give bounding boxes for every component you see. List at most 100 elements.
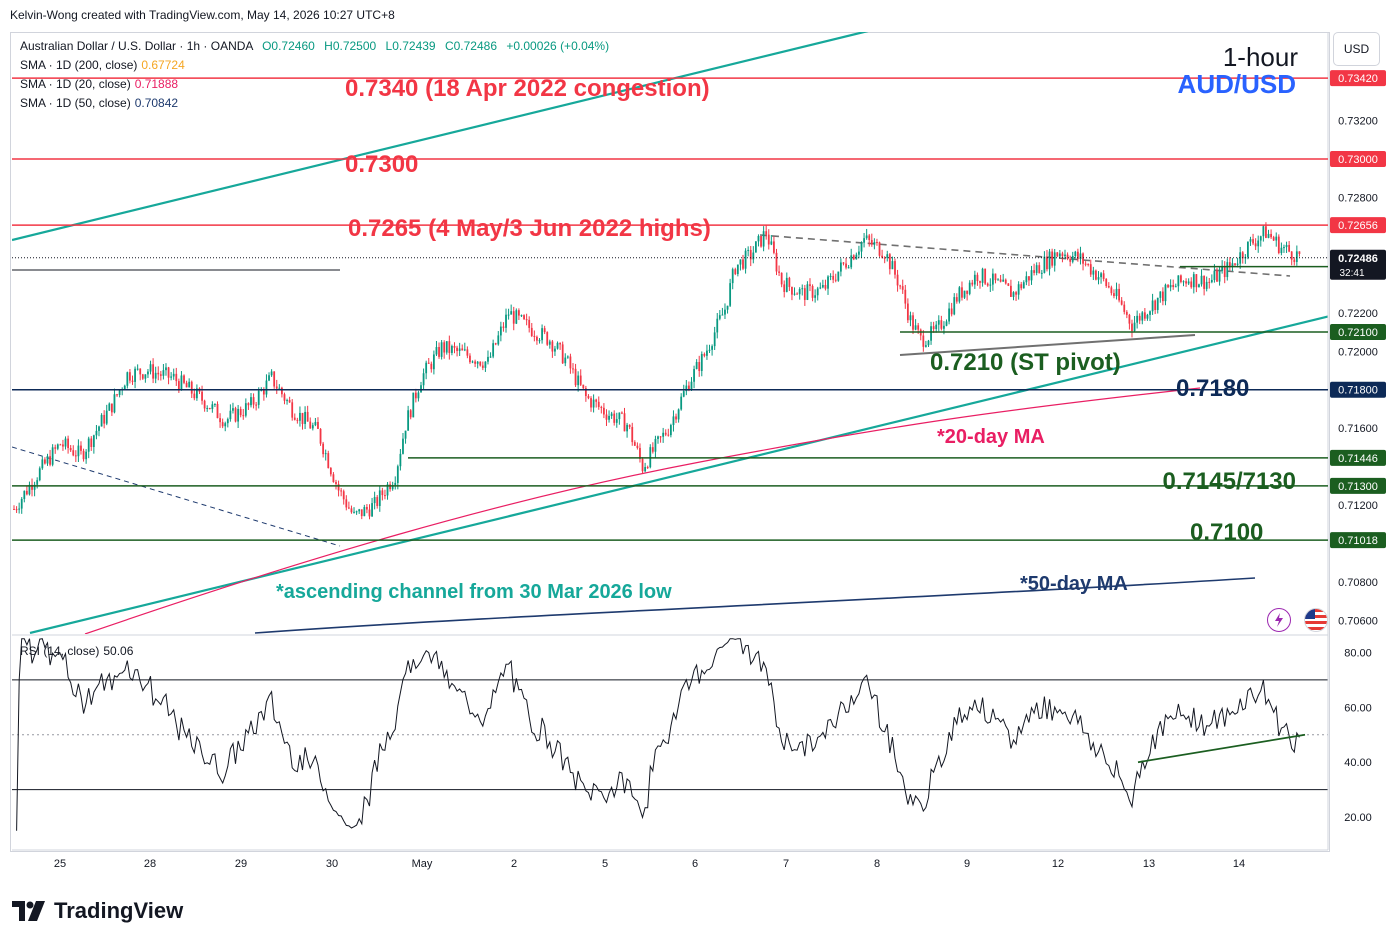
candle-body	[1187, 281, 1190, 284]
candle-body	[845, 263, 847, 268]
us-flag-icon[interactable]	[1304, 608, 1328, 632]
candle-body	[510, 311, 513, 315]
candle-body	[626, 424, 628, 432]
candle-body	[1182, 281, 1185, 283]
time-axis-tick-10: 9	[964, 858, 970, 870]
tradingview-logo[interactable]: TradingView	[12, 898, 183, 924]
candle-body	[615, 419, 618, 423]
candle-body	[973, 274, 976, 285]
candle-body	[865, 235, 868, 239]
candle-body	[353, 511, 355, 513]
candle-body	[152, 364, 155, 379]
sma20-legend[interactable]: SMA · 1D (20, close) 0.71888	[20, 77, 178, 91]
candle-body	[847, 267, 850, 269]
candle-body	[337, 484, 340, 491]
price-axis-tick-7: 0.73200	[1338, 115, 1378, 127]
candle-body	[778, 271, 780, 273]
price-tag-8: 0.71018	[1330, 532, 1386, 549]
candle-body	[726, 305, 729, 310]
candle-body	[381, 490, 384, 496]
rsi-label: RSI (14, close)	[20, 644, 100, 658]
candle-body	[170, 376, 173, 378]
lightning-icon[interactable]	[1267, 608, 1291, 632]
candle-body	[273, 371, 276, 387]
symbol-legend[interactable]: Australian Dollar / U.S. Dollar · 1h · O…	[20, 39, 609, 53]
candle-body	[324, 453, 327, 455]
candle-body	[309, 421, 312, 429]
candle-body	[548, 341, 551, 345]
candle-body	[265, 380, 268, 395]
candle-body	[785, 277, 788, 292]
candle-body	[476, 361, 479, 364]
candle-body	[371, 503, 373, 517]
candle-body	[72, 450, 75, 456]
rsi-axis-tick-2: 40.00	[1344, 757, 1372, 769]
candle-body	[525, 319, 528, 321]
candle-body	[54, 447, 57, 449]
candle-body	[244, 403, 247, 416]
candle-body	[636, 445, 639, 448]
candle-body	[906, 303, 909, 321]
annotation-20day-ma: *20-day MA	[937, 426, 1045, 448]
candle-body	[1095, 270, 1097, 280]
candle-body	[175, 373, 178, 382]
candle-body	[438, 347, 440, 357]
candle-body	[631, 426, 634, 443]
price-axis-tick-3: 0.71600	[1338, 423, 1378, 435]
chart-subtitle: AUD/USD	[1178, 69, 1296, 99]
candle-body	[572, 368, 574, 370]
candle-body	[1002, 279, 1005, 282]
candle-body	[852, 255, 855, 260]
price-tag-box-0	[1330, 70, 1386, 87]
candle-body	[515, 310, 518, 324]
symbol-name: Australian Dollar / U.S. Dollar · 1h · O…	[20, 39, 253, 53]
price-tag-6: 0.71446	[1330, 449, 1386, 466]
candle-body	[368, 509, 371, 517]
sma200-legend[interactable]: SMA · 1D (200, close) 0.67724	[20, 58, 185, 72]
candle-body	[242, 415, 245, 417]
candle-body	[806, 284, 809, 300]
candle-body	[1012, 292, 1015, 297]
price-tag-4: 0.72100	[1330, 324, 1386, 341]
candle-body	[1074, 251, 1077, 257]
candle-body	[1022, 282, 1025, 289]
candle-body	[44, 459, 46, 464]
candle-body	[883, 257, 886, 259]
candle-body	[322, 443, 325, 455]
candle-body	[675, 416, 677, 420]
candle-body	[646, 467, 649, 469]
candle-body	[1115, 288, 1118, 297]
candle-body	[1028, 276, 1030, 281]
price-tag-7: 0.71300	[1330, 477, 1386, 494]
candle-body	[657, 436, 659, 439]
candle-body	[566, 356, 569, 358]
candle-body	[541, 328, 543, 341]
candle-body	[554, 348, 556, 352]
candle-body	[20, 498, 23, 509]
time-axis-tick-11: 12	[1052, 858, 1064, 870]
candle-body	[561, 344, 564, 364]
candle-body	[821, 284, 824, 288]
price-axis-tick-4: 0.72000	[1338, 346, 1378, 358]
time-axis-tick-13: 14	[1233, 858, 1245, 870]
sma50-legend[interactable]: SMA · 1D (50, close) 0.70842	[20, 96, 178, 110]
candle-body	[1275, 236, 1278, 241]
candle-body	[1100, 273, 1102, 278]
candle-body	[590, 398, 592, 408]
candle-body	[814, 295, 817, 298]
candle-body	[605, 414, 608, 420]
candle-body	[177, 381, 180, 390]
rsi-legend[interactable]: RSI (14, close) 50.06	[20, 644, 133, 658]
currency-button[interactable]: USD	[1333, 32, 1380, 66]
candle-body	[414, 392, 417, 399]
price-tag-2: 0.72656	[1330, 217, 1386, 234]
candle-body	[700, 354, 703, 371]
candle-body	[33, 484, 36, 490]
candle-body	[1076, 251, 1079, 260]
descending-resistance-line	[759, 234, 1291, 277]
candle-body	[870, 240, 873, 245]
candle-body	[394, 482, 397, 486]
candle-body	[641, 458, 644, 472]
candle-body	[77, 445, 80, 457]
